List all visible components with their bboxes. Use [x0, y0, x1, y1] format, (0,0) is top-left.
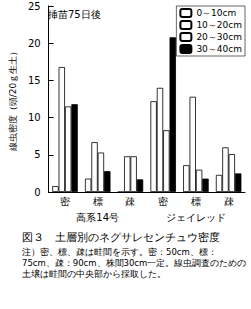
svg-text:30～40cm: 30～40cm [196, 44, 242, 54]
svg-text:標: 標 [93, 196, 103, 207]
svg-text:挿苗75日後: 挿苗75日後 [48, 9, 101, 20]
svg-text:ジェイレッド: ジェイレッド [166, 212, 226, 223]
svg-text:標: 標 [191, 196, 201, 207]
svg-text:線虫密度（頭/20ｇ生土）: 線虫密度（頭/20ｇ生土） [8, 47, 18, 152]
svg-text:15: 15 [28, 75, 41, 86]
svg-text:20～30cm: 20～30cm [196, 32, 242, 42]
svg-text:疎: 疎 [224, 196, 234, 207]
svg-text:疎: 疎 [125, 196, 135, 207]
svg-text:10: 10 [28, 112, 41, 123]
svg-text:20: 20 [28, 38, 41, 49]
svg-text:0～10cm: 0～10cm [196, 8, 236, 18]
svg-text:5: 5 [34, 149, 40, 160]
svg-text:0: 0 [34, 187, 40, 198]
svg-text:10～20cm: 10～20cm [196, 20, 242, 30]
html-text:注）密、標、疎は畦間を示す。密：50cm、標：75cm、疎：: 注）密、標、疎は畦間を示す。密：50cm、標：75cm、疎：90cm、株間30c… [22, 247, 247, 279]
html-text:図３ 土層別のネグサレセンチュウ密度: 図３ 土層別のネグサレセンチュウ密度 [22, 231, 220, 244]
svg-text:密: 密 [158, 196, 168, 207]
svg-text:高系14号: 高系14号 [76, 212, 119, 223]
svg-text:25: 25 [28, 1, 41, 12]
svg-text:密: 密 [60, 196, 70, 207]
